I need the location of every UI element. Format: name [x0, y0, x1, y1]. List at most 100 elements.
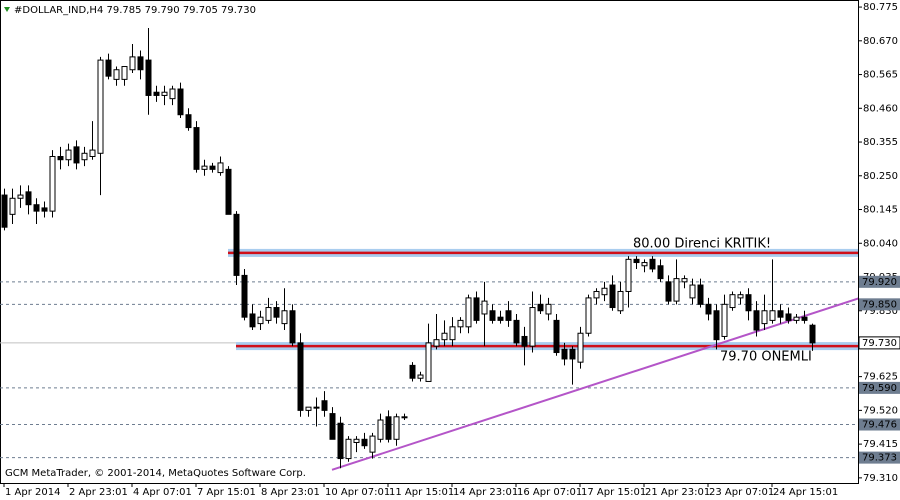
candle-body — [401, 416, 408, 419]
price-level-box — [859, 451, 900, 464]
x-tick-label: 4 Apr 07:01 — [133, 487, 192, 498]
candle-body — [673, 278, 680, 302]
candle-body — [481, 300, 488, 315]
candle-body — [417, 374, 424, 379]
candle-body — [729, 294, 736, 309]
candle-body — [721, 303, 728, 337]
candle-body — [265, 307, 272, 321]
y-tick-label: 80.775 — [863, 2, 898, 13]
candle-body — [409, 364, 416, 379]
x-tick-label: 10 Apr 07:01 — [325, 487, 390, 498]
candle-body — [249, 313, 256, 328]
price-level-box — [859, 381, 900, 394]
candle-body — [289, 310, 296, 344]
candle-body — [385, 416, 392, 440]
candle-body — [433, 339, 440, 347]
candle-body — [225, 168, 232, 215]
price-level-box — [859, 275, 900, 288]
candle-body — [1, 194, 8, 228]
candle-body — [561, 348, 568, 360]
candle-body — [529, 307, 536, 347]
candle-body — [713, 310, 720, 341]
candle-body — [617, 290, 624, 312]
candle-body — [185, 114, 192, 129]
x-tick-label: 11 Apr 15:01 — [389, 487, 454, 498]
candle-body — [769, 310, 776, 321]
x-tick-label: 21 Apr 23:01 — [645, 487, 710, 498]
candle-body — [465, 297, 472, 328]
candle-body — [489, 310, 496, 321]
candle-body — [145, 59, 152, 96]
candle-body — [449, 326, 456, 341]
price-level-label: 79.590 — [862, 383, 897, 394]
price-level-label: 79.920 — [862, 277, 897, 288]
x-tick-label: 23 Apr 07:01 — [709, 487, 774, 498]
candle-body — [425, 342, 432, 382]
candle-body — [313, 406, 320, 409]
candle-body — [217, 162, 224, 174]
candle-body — [793, 316, 800, 321]
y-tick-label: 80.040 — [863, 238, 898, 249]
candle-body — [49, 156, 56, 212]
candle-body — [233, 213, 240, 276]
candle-body — [809, 324, 816, 344]
candle-body — [537, 303, 544, 312]
candle-body — [129, 56, 136, 71]
candle-body — [665, 281, 672, 302]
candle-body — [457, 319, 464, 328]
x-tick-label: 14 Apr 23:01 — [453, 487, 518, 498]
current-price-box — [858, 336, 900, 350]
candle-body — [745, 294, 752, 312]
candle-body — [801, 316, 808, 321]
candle-body — [585, 297, 592, 334]
candle-body — [609, 284, 616, 309]
header: #DOLLAR_IND,H4 79.785 79.790 79.705 79.7… — [14, 5, 256, 16]
candle-body — [105, 59, 112, 77]
candle-body — [73, 146, 80, 164]
candle-body — [369, 435, 376, 453]
candle-body — [65, 149, 72, 161]
y-tick-label: 80.250 — [863, 171, 898, 182]
current-price-label: 79.730 — [862, 338, 897, 349]
candle-body — [633, 258, 640, 264]
candle-body — [161, 91, 168, 96]
candle-body — [577, 332, 584, 363]
candle-body — [193, 127, 200, 170]
candle-body — [777, 310, 784, 318]
candle-body — [593, 290, 600, 299]
candle-body — [121, 66, 128, 80]
price-level-box — [859, 418, 900, 431]
candle-body — [81, 152, 88, 161]
x-tick-label: 17 Apr 15:01 — [581, 487, 646, 498]
candle-body — [497, 316, 504, 321]
candle-body — [361, 438, 368, 447]
candle-body — [681, 278, 688, 283]
candle-body — [321, 400, 328, 411]
candle-body — [513, 319, 520, 344]
y-tick-label: 80.355 — [863, 137, 898, 148]
x-tick-label: 2 Apr 23:01 — [69, 487, 128, 498]
candle-body — [153, 91, 160, 96]
candle-body — [649, 258, 656, 270]
y-tick-label: 80.565 — [863, 70, 898, 81]
candle-body — [329, 413, 336, 440]
plot-area — [0, 27, 858, 471]
x-tick-label: 7 Apr 15:01 — [197, 487, 256, 498]
candle-body — [297, 342, 304, 411]
candle-body — [441, 332, 448, 341]
price-level-box — [859, 298, 900, 311]
candle-body — [33, 204, 40, 212]
annotation: 80.00 Direnci KRITIK! — [633, 237, 771, 252]
candle-body — [545, 303, 552, 315]
candle-body — [625, 258, 632, 292]
candle-body — [689, 284, 696, 299]
price-level-label: 79.850 — [862, 299, 897, 310]
annotation: 79.70 ONEMLI — [720, 350, 812, 365]
price-level-label: 79.476 — [862, 420, 897, 431]
candle-body — [169, 88, 176, 100]
candle-body — [353, 438, 360, 444]
candle-body — [257, 316, 264, 325]
price-level-label: 79.373 — [862, 453, 897, 464]
y-tick-label: 79.830 — [863, 306, 898, 317]
candle-body — [753, 310, 760, 331]
